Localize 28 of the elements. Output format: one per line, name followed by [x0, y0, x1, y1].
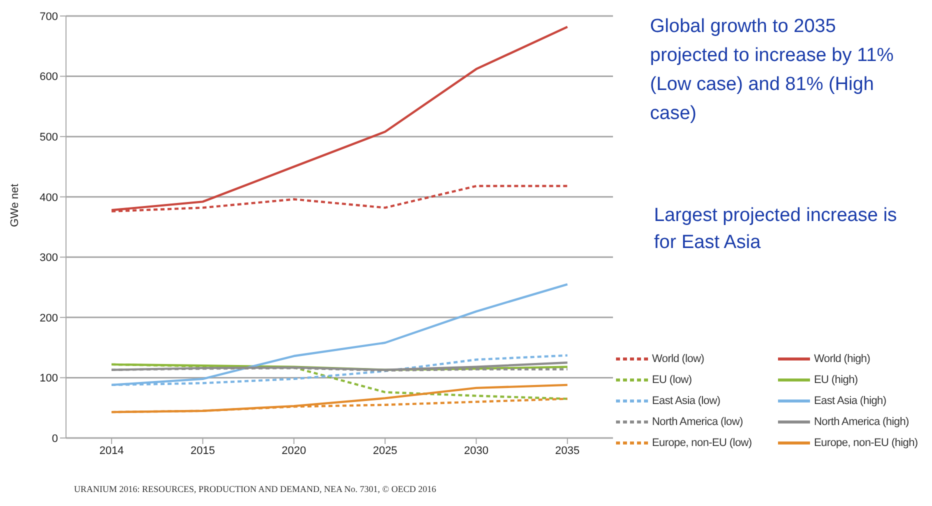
legend-label: Europe, non-EU (high): [814, 437, 918, 449]
y-tick-label: 500: [40, 131, 58, 144]
legend-label: East Asia (low): [652, 395, 720, 407]
x-tick-label: 2030: [464, 444, 488, 457]
text: URANIUM 2016: RESOURCES, PRODUCTION AND DEMAND, NEA No. 7301, © OECD 2016: [74, 484, 436, 494]
x-tick-label: 2035: [555, 444, 580, 457]
legend-label: Europe, non-EU (low): [652, 437, 752, 449]
x-tick-label: 2015: [190, 444, 215, 457]
y-tick-label: 300: [40, 252, 58, 264]
y-tick-label: 700: [40, 10, 58, 23]
text: Global growth to 2035 projected to increase by 11% (Low case) and 81% (High case): [650, 15, 895, 126]
legend-label: East Asia (high): [814, 395, 886, 407]
legend-label: EU (high): [814, 374, 858, 386]
y-tick-label: 600: [40, 71, 58, 84]
y-tick-label: 200: [40, 312, 58, 324]
y-tick-label: 100: [40, 372, 58, 385]
legend-label: North America (low): [652, 416, 743, 428]
legend-label: EU (low): [652, 374, 692, 386]
y-tick-label: 400: [40, 192, 58, 204]
y-axis-title: GWe net: [8, 184, 21, 227]
x-tick-label: 2025: [372, 444, 398, 457]
text: Largest projected increase is for East Asia: [654, 204, 898, 255]
legend-label: World (high): [814, 353, 870, 365]
y-tick-label: 0: [52, 432, 58, 445]
x-tick-label: 2020: [282, 444, 306, 457]
legend-label: North America (high): [814, 416, 909, 428]
legend-label: World (low): [652, 353, 704, 365]
x-tick-label: 2014: [99, 444, 124, 457]
